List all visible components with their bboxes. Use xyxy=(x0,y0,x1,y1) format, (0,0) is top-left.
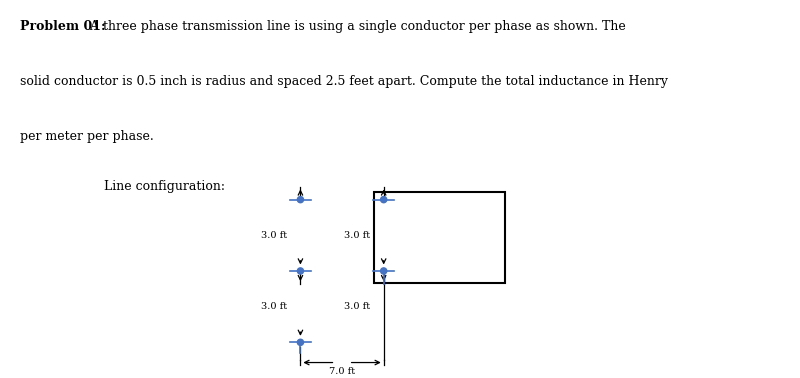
Text: 7.0 ft: 7.0 ft xyxy=(329,367,355,376)
Text: Problem 01:: Problem 01: xyxy=(20,20,106,33)
Text: 3.0 ft: 3.0 ft xyxy=(262,302,287,311)
Text: solid conductor is 0.5 inch is radius and spaced 2.5 feet apart. Compute the tot: solid conductor is 0.5 inch is radius an… xyxy=(20,75,668,88)
Text: 3.0 ft: 3.0 ft xyxy=(345,231,370,240)
Circle shape xyxy=(298,268,303,274)
Text: 3.0 ft: 3.0 ft xyxy=(262,231,287,240)
Circle shape xyxy=(381,197,386,203)
Text: per meter per phase.: per meter per phase. xyxy=(20,130,154,143)
Text: 3.0 ft: 3.0 ft xyxy=(345,302,370,311)
Circle shape xyxy=(298,197,303,203)
Bar xyxy=(374,192,505,283)
Circle shape xyxy=(381,268,386,274)
Circle shape xyxy=(298,339,303,345)
Text: A three phase transmission line is using a single conductor per phase as shown. : A three phase transmission line is using… xyxy=(86,20,626,33)
Text: Line configuration:: Line configuration: xyxy=(104,180,225,193)
